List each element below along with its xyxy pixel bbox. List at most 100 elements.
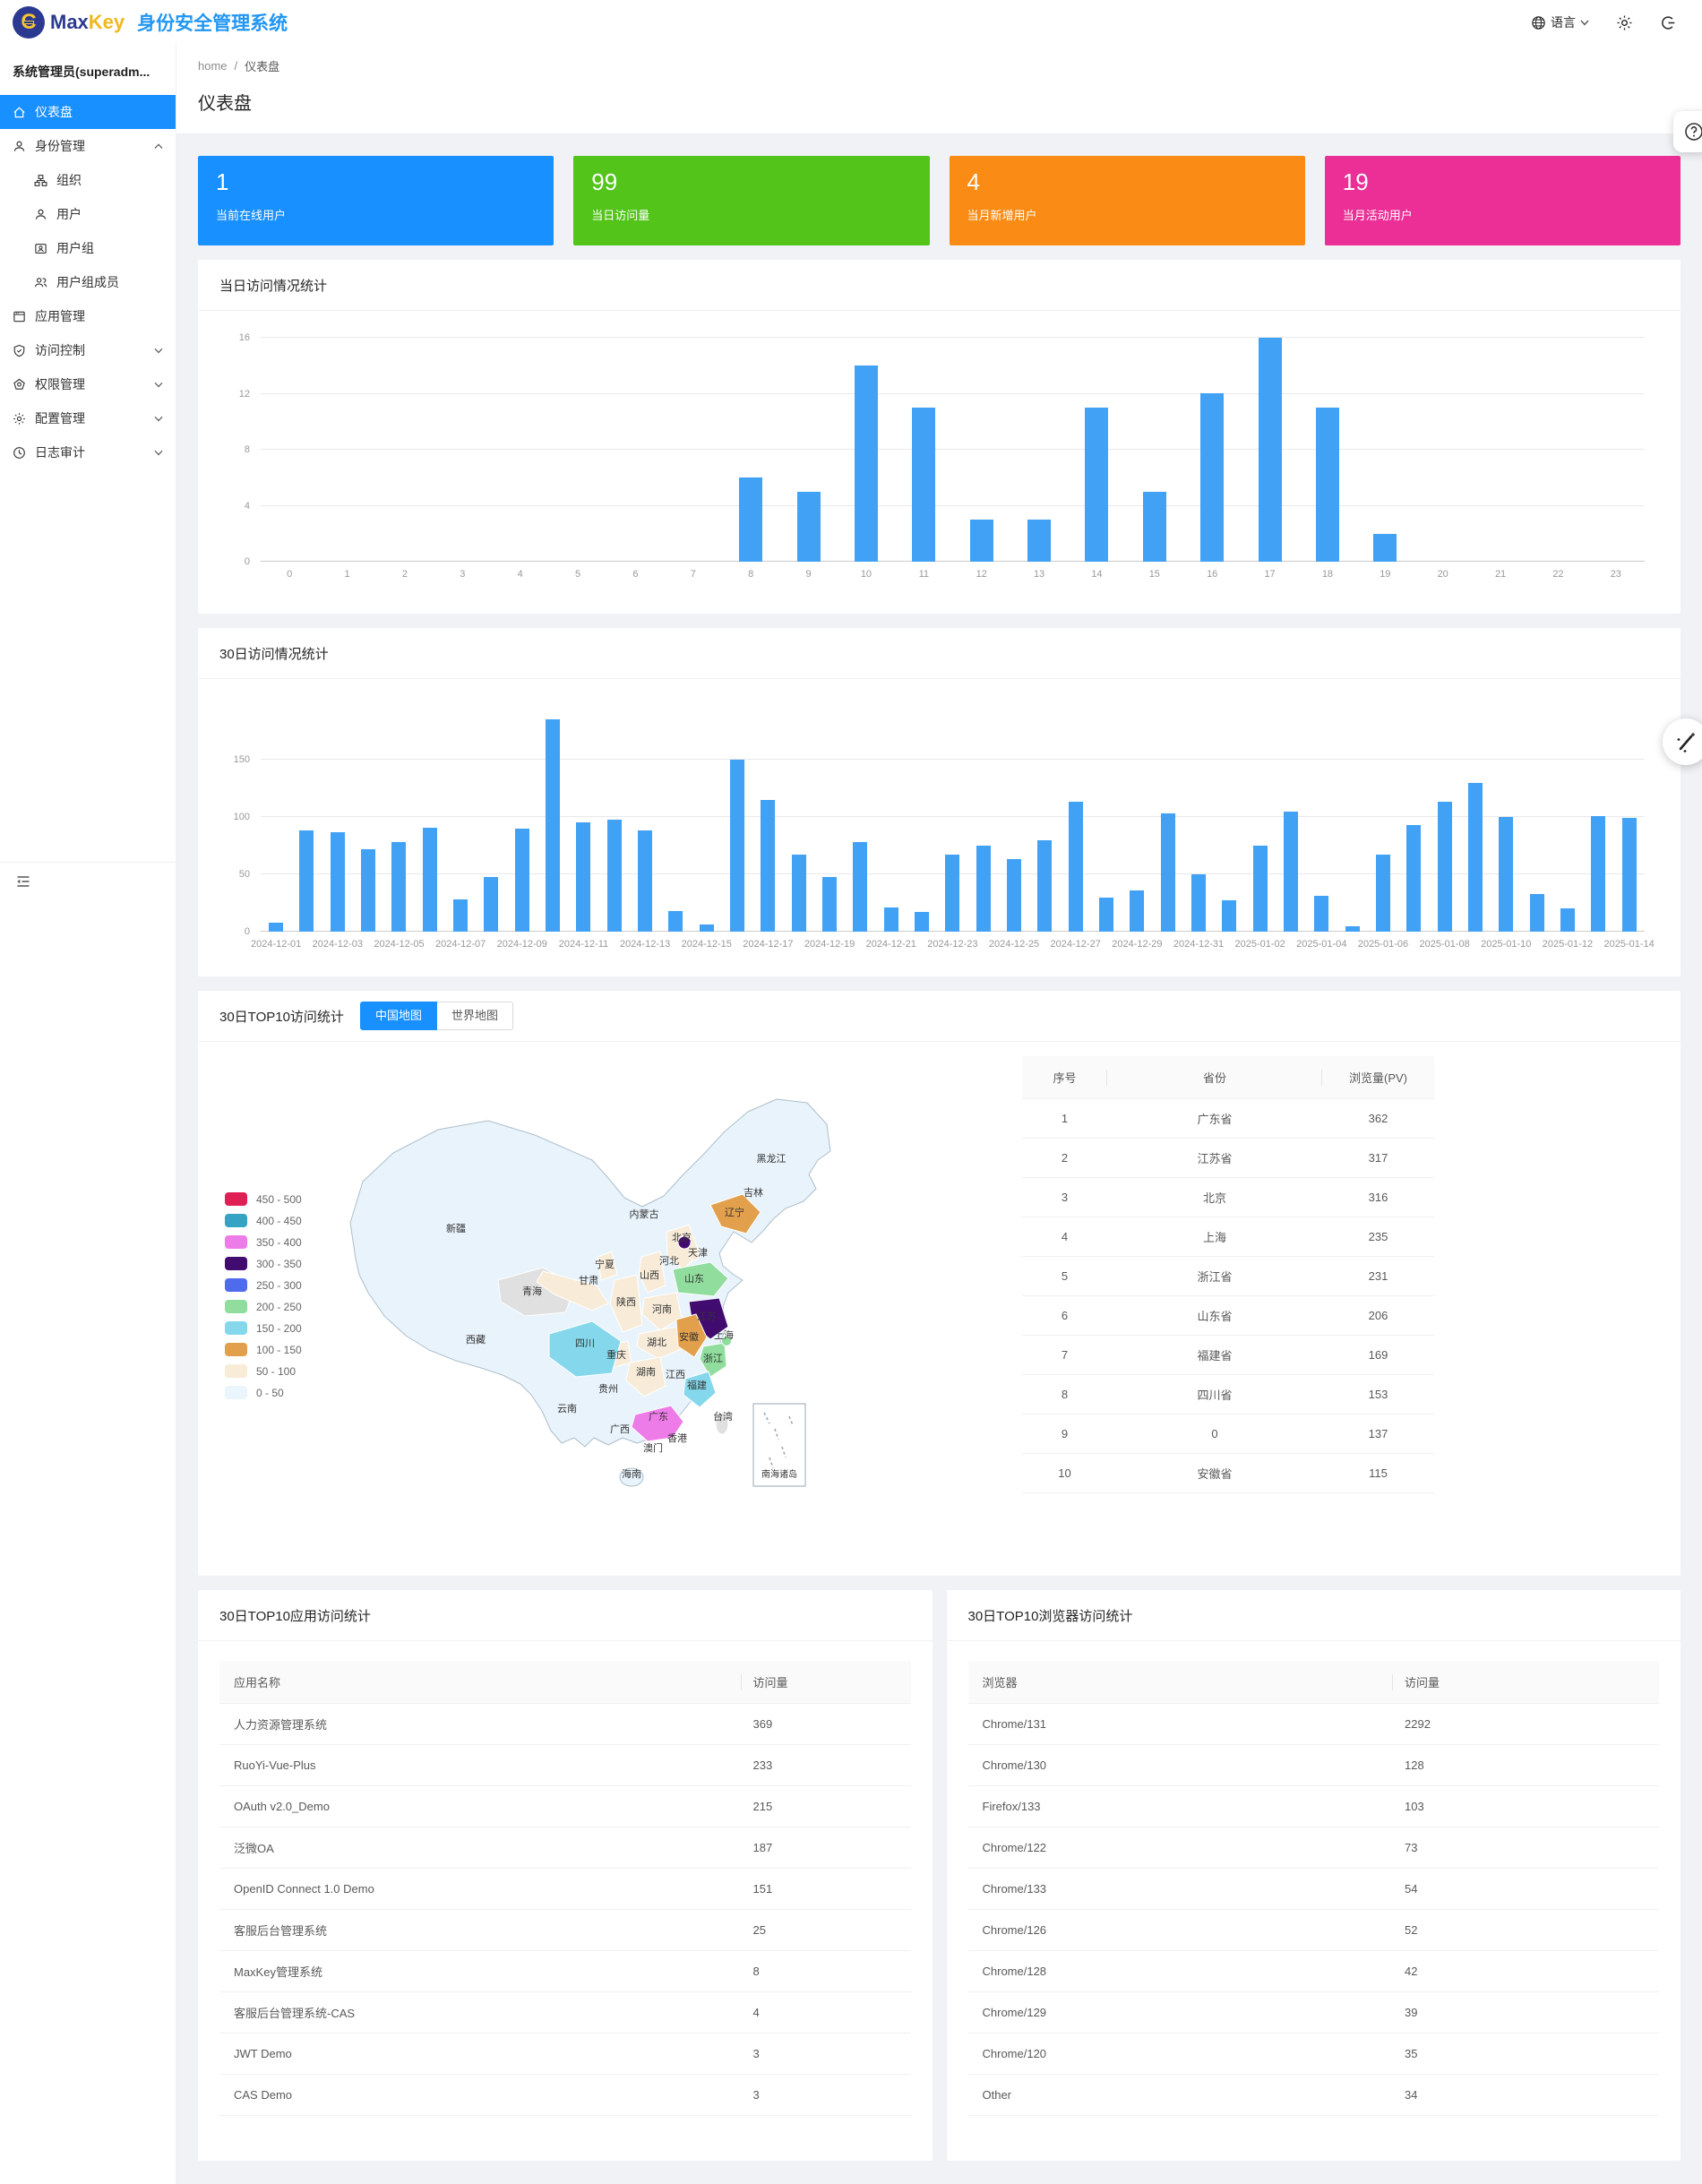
column-header: 省份	[1107, 1069, 1322, 1086]
table-cell: 233	[752, 1758, 773, 1772]
legend-item[interactable]: 450 - 500	[225, 1192, 302, 1206]
legend-item[interactable]: 100 - 150	[225, 1343, 302, 1356]
x-tick-label: 2024-12-21	[865, 939, 916, 950]
sidebar-item-access[interactable]: 访问控制	[0, 333, 176, 367]
bar	[1467, 783, 1483, 932]
settings-gear-icon[interactable]	[1616, 14, 1633, 31]
province-hubei[interactable]	[636, 1326, 684, 1360]
map-tab-1[interactable]: 世界地图	[436, 1002, 513, 1030]
bar	[1529, 894, 1544, 932]
province-zhejiang[interactable]	[699, 1342, 727, 1378]
legend-item[interactable]: 400 - 450	[225, 1214, 302, 1227]
legend-item[interactable]: 150 - 200	[225, 1321, 302, 1335]
breadcrumb-home[interactable]: home	[198, 59, 228, 73]
province-hainan[interactable]	[619, 1467, 644, 1487]
logout-icon[interactable]	[1660, 14, 1677, 31]
x-tick-label: 4	[517, 569, 523, 580]
x-tick-label: 10	[860, 569, 872, 580]
bar	[1037, 840, 1053, 932]
table-row: 客服后台管理系统-CAS 4	[219, 1992, 911, 2034]
gridline	[261, 816, 1645, 817]
province-liaoning[interactable]	[709, 1193, 761, 1234]
sidebar-item-label: 仪表盘	[35, 105, 73, 119]
province-taiwan[interactable]	[715, 1412, 729, 1435]
province-shanghai[interactable]	[721, 1336, 732, 1346]
bar	[883, 907, 898, 932]
magic-wand-floating-button[interactable]	[1663, 718, 1702, 765]
legend-swatch	[225, 1278, 247, 1292]
province-label: 广东	[649, 1411, 668, 1423]
province-label: 海南	[622, 1467, 641, 1480]
province-label: 香港	[667, 1432, 687, 1444]
province-rank-table: 序号 省份 浏览量(PV) 1 广东省 362 2 江苏省 317 3 北京 316 4 上海 235 5 浙江…	[1022, 1056, 1434, 1493]
sidebar-item-label: 配置管理	[35, 411, 85, 426]
legend-range-label: 350 - 400	[256, 1235, 302, 1249]
y-tick-label: 4	[244, 500, 250, 512]
province-anhui[interactable]	[675, 1313, 708, 1358]
legend-item[interactable]: 300 - 350	[225, 1257, 302, 1270]
sidebar-item-label: 用户组	[56, 241, 94, 255]
bar	[1406, 825, 1422, 932]
legend-item[interactable]: 50 - 100	[225, 1364, 302, 1378]
legend-range-label: 100 - 150	[256, 1343, 302, 1356]
province-label: 台湾	[713, 1410, 733, 1423]
bar	[299, 830, 314, 932]
sidebar-item-org[interactable]: 组织	[0, 163, 176, 197]
sidebar-item-user[interactable]: 用户	[0, 197, 176, 231]
province-shaanxi[interactable]	[609, 1274, 643, 1333]
legend-swatch	[225, 1386, 247, 1399]
province-gansu[interactable]	[536, 1270, 609, 1311]
table-cell: 0	[1211, 1427, 1218, 1440]
sidebar-item-groupmember[interactable]: 用户组成员	[0, 265, 176, 299]
province-hunan[interactable]	[625, 1356, 666, 1397]
table-cell: 169	[1368, 1348, 1388, 1362]
x-tick-label: 2025-01-12	[1542, 939, 1594, 950]
stat-card-3: 19 当月活动用户	[1324, 156, 1681, 245]
province-label: 澳门	[643, 1441, 663, 1454]
province-guangdong[interactable]	[631, 1405, 684, 1442]
province-shandong[interactable]	[672, 1261, 729, 1297]
province-henan[interactable]	[641, 1292, 683, 1331]
province-sichuan[interactable]	[548, 1320, 622, 1378]
province-beijing[interactable]	[677, 1235, 692, 1250]
language-menu[interactable]: 语言	[1531, 13, 1589, 31]
sidebar-item-dashboard[interactable]: 仪表盘	[0, 95, 176, 129]
legend-item[interactable]: 0 - 50	[225, 1386, 302, 1399]
table-cell: JWT Demo	[234, 2047, 292, 2060]
map-tab-0[interactable]: 中国地图	[359, 1002, 437, 1030]
magic-wand-icon	[1677, 733, 1695, 752]
sidebar-collapse-button[interactable]	[0, 862, 176, 900]
table-cell: Chrome/120	[982, 2047, 1047, 2060]
legend-range-label: 200 - 250	[256, 1300, 302, 1313]
stat-card-label: 当前在线用户	[216, 209, 287, 222]
bar	[1027, 520, 1052, 562]
province-shanxi[interactable]	[638, 1251, 666, 1294]
legend-item[interactable]: 250 - 300	[225, 1278, 302, 1292]
x-tick-label: 17	[1264, 569, 1276, 580]
province-label: 山西	[640, 1269, 659, 1281]
legend-item[interactable]: 350 - 400	[225, 1235, 302, 1249]
sidebar-item-usergroup[interactable]: 用户组	[0, 231, 176, 265]
chevron-down-icon	[154, 416, 163, 422]
table-cell: Chrome/130	[982, 1758, 1047, 1772]
sidebar-item-app[interactable]: 应用管理	[0, 299, 176, 333]
province-fujian[interactable]	[683, 1371, 717, 1408]
table-cell: 北京	[1202, 1191, 1226, 1205]
sidebar-item-idm[interactable]: 身份管理	[0, 129, 176, 163]
province-tianjin[interactable]	[689, 1251, 700, 1261]
table-cell: OpenID Connect 1.0 Demo	[234, 1882, 374, 1896]
legend-item[interactable]: 200 - 250	[225, 1300, 302, 1313]
sidebar-item-label: 用户组成员	[56, 275, 119, 289]
table-row: OpenID Connect 1.0 Demo 151	[219, 1869, 911, 1910]
table-row: 5 浙江省 231	[1022, 1257, 1434, 1296]
x-tick-label: 2024-12-03	[312, 939, 363, 950]
table-cell: 103	[1405, 1800, 1424, 1813]
sidebar-item-config[interactable]: 配置管理	[0, 401, 176, 435]
sidebar-item-audit[interactable]: 日志审计	[0, 435, 176, 469]
help-floating-button[interactable]	[1673, 111, 1702, 152]
table-cell: 128	[1405, 1758, 1424, 1772]
sidebar-item-perm[interactable]: 权限管理	[0, 367, 176, 401]
province-ningxia[interactable]	[597, 1251, 618, 1281]
column-header: 浏览器	[982, 1676, 1018, 1690]
